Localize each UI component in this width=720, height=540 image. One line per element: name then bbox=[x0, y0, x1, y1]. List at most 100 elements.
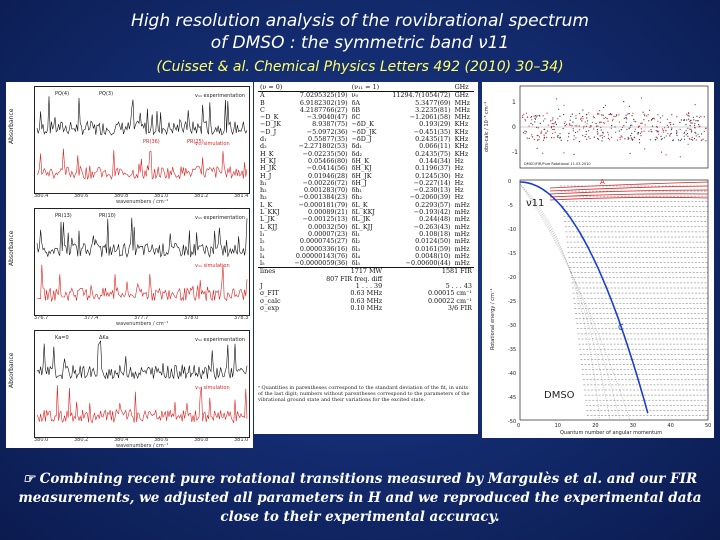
residual-point bbox=[552, 119, 554, 121]
table-cell: h₂ bbox=[260, 186, 267, 195]
residual-point bbox=[553, 123, 555, 125]
residual-point bbox=[602, 114, 604, 116]
residual-point bbox=[686, 119, 688, 121]
table-row: H_K −0.02235(50) δd₂ 0.2435(75) KHz bbox=[258, 149, 474, 158]
residual-point bbox=[592, 115, 594, 117]
residual-point bbox=[580, 117, 582, 119]
residual-point bbox=[623, 117, 625, 119]
table-cell: δL_JK bbox=[351, 215, 371, 224]
table-cell: 0.63 MHz bbox=[350, 296, 383, 305]
residual-point bbox=[536, 135, 538, 137]
table-cell: KHz bbox=[454, 142, 469, 151]
residual-point bbox=[588, 136, 590, 138]
residual-point bbox=[551, 137, 553, 139]
spectrum-traces: v₁₁ experimentation v₁₁ simulation Ka=0 ΔKa bbox=[36, 335, 248, 424]
residual-point bbox=[572, 128, 574, 130]
table-cell: 0.2435(17) bbox=[415, 135, 451, 144]
legend-simulation: v₁₁ simulation bbox=[195, 385, 230, 391]
residual-point bbox=[700, 115, 702, 118]
residual-point bbox=[582, 135, 584, 137]
table-cell: Hz bbox=[454, 178, 464, 187]
table-cell: δH_J bbox=[351, 178, 367, 187]
residual-point bbox=[648, 130, 650, 132]
table-cell: KHz bbox=[454, 149, 469, 158]
residual-point bbox=[650, 119, 652, 121]
legend-experiment: v₁₁ experimentation bbox=[195, 93, 245, 99]
spectrum-panel-2: v₁₁ experimentation v₁₁ simulation PR(13) P… bbox=[34, 208, 250, 316]
residual-point bbox=[572, 121, 574, 123]
residual-point bbox=[694, 127, 696, 129]
residual-point bbox=[525, 112, 527, 114]
table-cell: J bbox=[260, 282, 263, 291]
table-cell bbox=[286, 84, 350, 93]
table-cell: l₄ bbox=[260, 251, 265, 260]
table-cell: l₂ bbox=[260, 237, 265, 246]
table-cell: 0.2435(75) bbox=[415, 149, 451, 158]
residual-point bbox=[620, 129, 622, 131]
y-tick-label: -35 bbox=[508, 347, 516, 353]
table-cell: δl₂ bbox=[351, 237, 361, 246]
table-cell: ν₀ bbox=[351, 91, 359, 100]
residual-point bbox=[660, 135, 662, 137]
table-cell: 8.9387(75) bbox=[312, 120, 348, 129]
residual-point bbox=[668, 122, 670, 124]
table-cell: 1581 FIR bbox=[384, 267, 474, 276]
table-cell: −0.00600(44) bbox=[405, 259, 451, 268]
table-row: L_JK −0.00125(13) δL_JK 0.244(48) mHz bbox=[258, 215, 474, 224]
residual-point bbox=[539, 115, 541, 117]
residual-point bbox=[593, 117, 595, 119]
residual-point bbox=[538, 139, 540, 141]
table-cell: 7.0295325(19) bbox=[299, 91, 348, 100]
peak-tag: PR(10) bbox=[99, 213, 116, 219]
residual-point bbox=[683, 132, 685, 134]
y-tick-label: -30 bbox=[508, 323, 516, 329]
residual-point bbox=[697, 120, 699, 122]
table-cell: L_JK bbox=[260, 215, 275, 224]
residual-point bbox=[601, 137, 603, 139]
residual-point bbox=[619, 136, 621, 139]
table-cell: 0.00089(21) bbox=[308, 208, 348, 217]
table-cell: 0.108(18) bbox=[419, 229, 451, 238]
residual-point bbox=[632, 112, 634, 114]
table-row: −D_J −5.0972(36) −δD_JK −0.451(35) KHz bbox=[258, 128, 474, 136]
energy-ylabel: Rotational energy / cm⁻¹ bbox=[490, 288, 496, 350]
blue-curve bbox=[519, 181, 649, 414]
residual-point bbox=[692, 139, 694, 141]
x-tick-label: 10 bbox=[555, 423, 561, 429]
table-cell: −0.00125(13) bbox=[302, 215, 348, 224]
residual-point bbox=[690, 131, 692, 133]
experimental-trace bbox=[36, 96, 248, 136]
residual-point bbox=[694, 124, 696, 126]
table-cell: −0.001384(23) bbox=[298, 193, 348, 202]
x-tick-label: 377.4 bbox=[84, 315, 99, 321]
residual-point bbox=[547, 130, 549, 132]
residual-point bbox=[624, 138, 626, 140]
table-cell: 3.2235(81) bbox=[415, 105, 451, 114]
residual-point bbox=[582, 118, 584, 120]
residual-point bbox=[543, 136, 545, 138]
table-cell: 3/6 FIR bbox=[447, 303, 472, 312]
spectrum-ylabel: Absorbance bbox=[8, 108, 15, 144]
residual-point bbox=[599, 121, 601, 123]
residual-point bbox=[603, 117, 605, 120]
table-cell: mHz bbox=[454, 259, 470, 268]
table-cell: H_KJ bbox=[260, 156, 277, 165]
residual-point bbox=[571, 113, 573, 115]
residual-point bbox=[693, 119, 695, 121]
table-cell: 5 . . . 43 bbox=[445, 282, 472, 291]
residual-point bbox=[540, 132, 542, 134]
residual-point bbox=[696, 115, 698, 117]
x-axis-label: wavenumbers / cm⁻¹ bbox=[116, 443, 169, 448]
table-cell: MHz bbox=[454, 113, 471, 122]
residual-point bbox=[597, 132, 599, 134]
legend-experiment: v₁₁ experimentation bbox=[195, 337, 245, 343]
summary-row: σ_exp 0.10 MHz 3/6 FIR bbox=[258, 303, 474, 312]
residual-point bbox=[676, 130, 678, 132]
residual-point bbox=[669, 135, 671, 137]
residual-point bbox=[643, 119, 645, 121]
residual-point bbox=[652, 117, 654, 120]
residual-point bbox=[552, 117, 554, 119]
residual-point bbox=[627, 138, 629, 140]
residual-point bbox=[680, 119, 682, 121]
experimental-trace bbox=[36, 217, 248, 258]
